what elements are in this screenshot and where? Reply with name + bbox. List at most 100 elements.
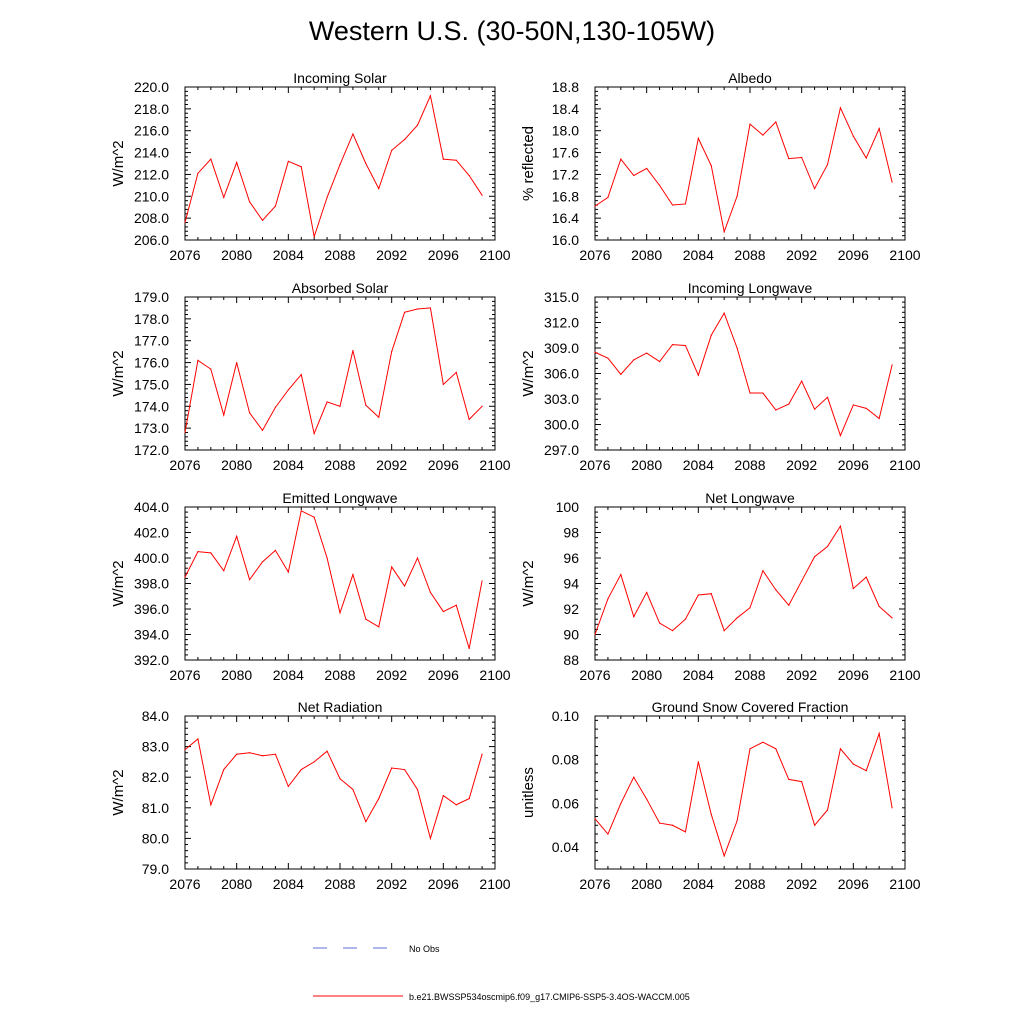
x-tick-label: 2076	[169, 667, 200, 683]
chart-net-radiation: Net Radiation W/m^2 2076 2080 2084 2088 2092 20…	[110, 699, 511, 892]
data-point	[184, 749, 186, 751]
y-tick-label: 179.0	[134, 289, 169, 305]
data-point	[594, 205, 596, 207]
x-tick-label: 2080	[221, 876, 252, 892]
y-axis-label: W/m^2	[110, 140, 127, 186]
y-tick-label: 178.0	[134, 311, 169, 327]
data-point	[671, 344, 674, 346]
data-point	[658, 361, 661, 363]
data-point	[607, 196, 609, 198]
data-point	[684, 618, 687, 620]
y-tick-label: 100	[556, 499, 580, 515]
y-tick-label: 16.4	[552, 210, 579, 226]
y-tick-label: 303.0	[544, 391, 579, 407]
data-point	[633, 776, 635, 778]
data-point	[416, 308, 419, 310]
y-tick-label: 0.08	[552, 752, 579, 768]
x-tick-label: 2088	[324, 667, 355, 683]
y-tick-label: 404.0	[134, 499, 169, 515]
data-point	[723, 630, 725, 632]
data-point	[646, 167, 648, 170]
data-point	[326, 401, 328, 403]
data-point	[378, 188, 380, 190]
data-point	[736, 617, 738, 619]
data-point	[633, 359, 635, 361]
series-line-incoming-longwave	[594, 311, 893, 437]
data-point	[697, 374, 699, 376]
data-point	[326, 557, 328, 559]
x-tick-label: 2096	[838, 667, 869, 683]
data-point	[865, 576, 867, 578]
y-axis-label: % reflected	[520, 126, 537, 201]
data-point	[455, 159, 457, 161]
x-tick-label: 2092	[786, 247, 817, 263]
data-point	[442, 158, 444, 160]
data-point	[248, 201, 251, 203]
y-tick-label: 16.0	[552, 232, 579, 248]
x-tick-label: 2092	[786, 667, 817, 683]
data-point	[633, 174, 635, 177]
data-point	[468, 798, 470, 800]
x-tick-label: 2096	[428, 876, 459, 892]
data-point	[223, 768, 225, 771]
series-line-albedo	[594, 106, 893, 234]
data-point	[775, 409, 777, 411]
data-point	[788, 403, 790, 405]
data-point	[468, 174, 470, 177]
y-axis-label: W/m^2	[110, 560, 127, 606]
data-point	[313, 761, 315, 763]
data-point	[416, 557, 419, 559]
data-point	[326, 750, 328, 752]
x-tick-label: 2084	[683, 247, 714, 263]
data-point	[287, 160, 289, 162]
y-tick-label: 90	[563, 627, 579, 643]
data-point	[697, 761, 699, 763]
y-tick-label: 173.0	[134, 420, 169, 436]
data-point	[403, 138, 406, 141]
data-point	[248, 412, 251, 414]
data-point	[261, 755, 264, 757]
y-tick-label: 16.8	[552, 188, 579, 204]
y-tick-label: 394.0	[134, 627, 169, 643]
x-tick-label: 2076	[579, 667, 610, 683]
data-point	[620, 158, 622, 160]
data-point	[839, 748, 842, 750]
chart-incoming-solar: Incoming Solar W/m^2 2076 2080 2084 2088 2092 2…	[110, 70, 511, 263]
data-point	[697, 594, 699, 596]
data-point	[891, 181, 893, 183]
y-tick-label: 17.2	[552, 166, 579, 182]
data-point	[481, 194, 483, 196]
data-point	[658, 622, 661, 624]
data-point	[403, 768, 406, 771]
series-line-net-longwave	[594, 524, 893, 635]
y-tick-label: 0.04	[552, 839, 579, 855]
data-point	[468, 647, 470, 650]
x-tick-label: 2080	[631, 876, 662, 892]
y-tick-label: 92	[563, 601, 579, 617]
data-point	[261, 561, 264, 563]
y-tick-label: 392.0	[134, 652, 169, 668]
x-tick-label: 2080	[631, 667, 662, 683]
data-point	[274, 549, 277, 551]
y-tick-label: 297.0	[544, 442, 579, 458]
data-point	[620, 802, 622, 805]
data-point	[684, 344, 687, 347]
data-point	[762, 134, 764, 136]
legend-label-no-obs: No Obs	[409, 944, 440, 954]
legend: No Obs b.e21.BWSSP534oscmip6.f09_g17.CMI…	[313, 944, 690, 1002]
data-point	[365, 618, 367, 620]
data-point	[878, 417, 880, 420]
x-tick-label: 2084	[273, 667, 304, 683]
data-point	[801, 780, 803, 783]
data-point	[210, 804, 212, 806]
data-point	[775, 121, 777, 123]
y-tick-label: 80.0	[142, 830, 169, 846]
data-point	[749, 123, 751, 125]
y-tick-label: 172.0	[134, 442, 169, 458]
data-point	[210, 552, 212, 554]
data-point	[788, 157, 790, 160]
y-tick-label: 88	[563, 652, 579, 668]
y-tick-label: 315.0	[544, 289, 579, 305]
x-tick-label: 2080	[631, 457, 662, 473]
